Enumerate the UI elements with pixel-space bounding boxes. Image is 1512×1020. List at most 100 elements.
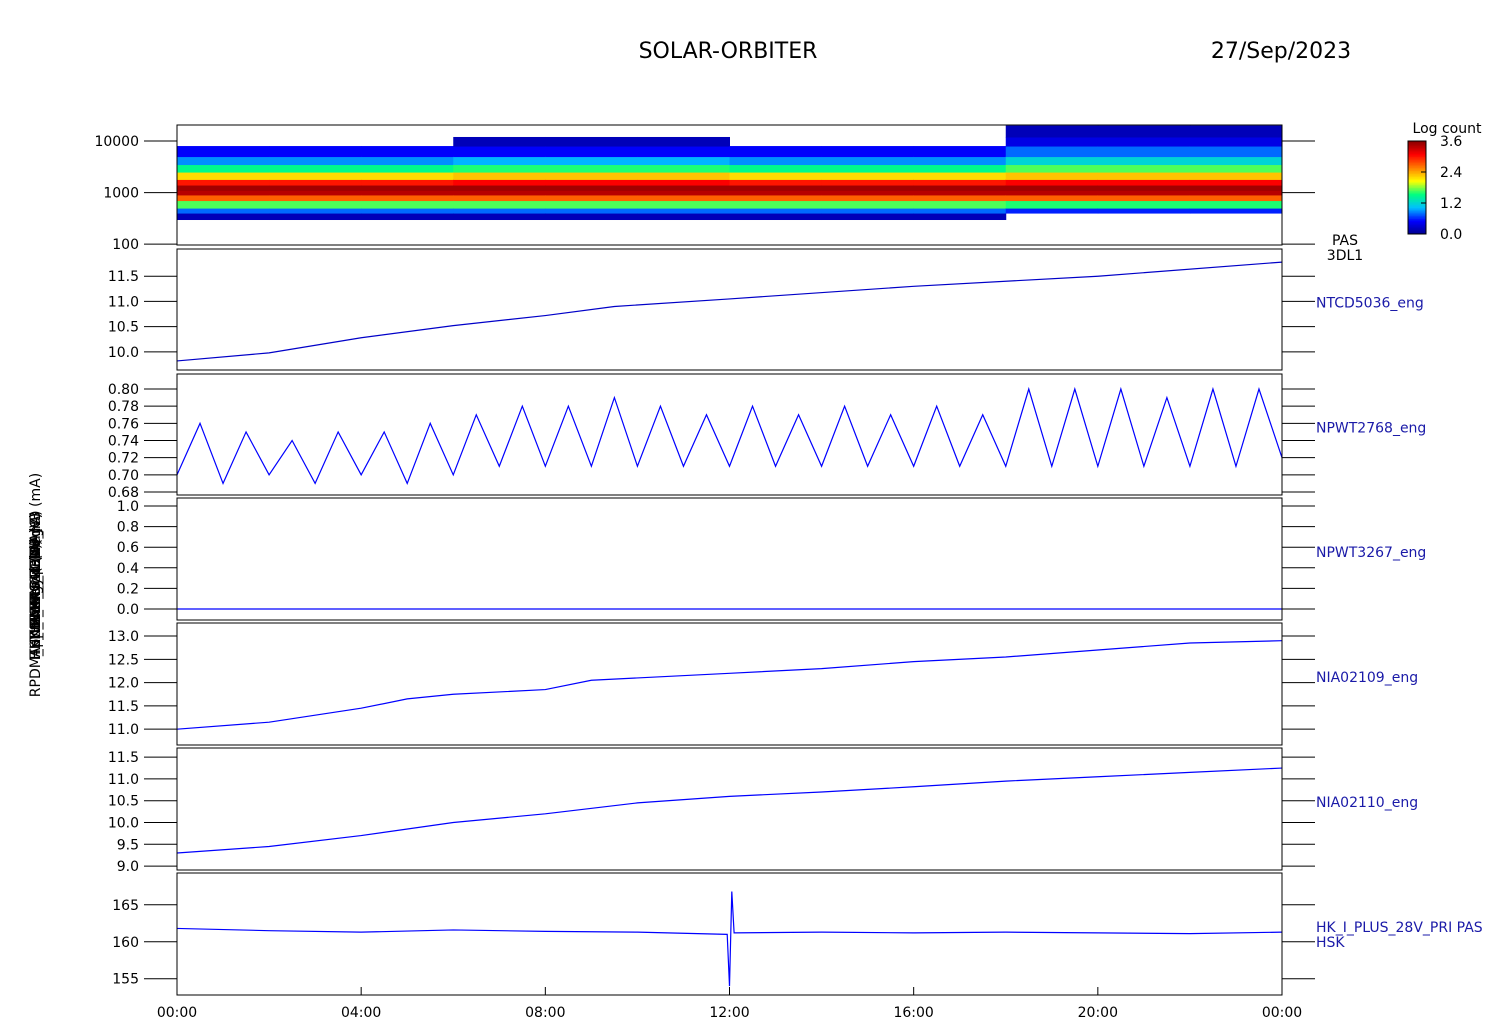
heatmap-cell <box>821 200 915 209</box>
colorbar-step <box>1408 175 1426 178</box>
heatmap-cell <box>913 146 1007 158</box>
colorbar-step <box>1408 195 1426 198</box>
heatmap-cell <box>729 156 823 166</box>
colorbar-step <box>1408 162 1426 165</box>
heatmap-cell <box>269 194 362 202</box>
y-tick-label: 11.0 <box>108 722 139 738</box>
heatmap-cell <box>637 156 730 166</box>
panel-label: NPWT2768_eng <box>1316 421 1426 437</box>
heatmap-cell <box>821 179 915 186</box>
heatmap-cell <box>269 190 362 196</box>
heatmap-cell <box>453 164 546 173</box>
heatmap-cell <box>729 172 823 180</box>
heatmap-cell <box>729 213 823 221</box>
heatmap-cell <box>729 200 823 209</box>
heatmap-cell <box>545 156 638 166</box>
colorbar-step <box>1408 204 1426 207</box>
y-axis-label: SWA_CAL (V) <box>28 540 44 631</box>
heatmap-cell <box>453 185 546 191</box>
y-tick-label: 11.5 <box>108 750 139 766</box>
heatmap-cell <box>1097 200 1191 209</box>
heatmap-cell <box>269 172 362 180</box>
heatmap-cell <box>545 185 638 191</box>
colorbar-step <box>1408 167 1426 170</box>
panel-frame <box>176 497 1283 621</box>
heatmap-cell <box>1097 194 1191 202</box>
y-tick-label: 9.0 <box>117 859 139 875</box>
heatmap-cell <box>1189 200 1283 209</box>
colorbar-step <box>1408 221 1426 224</box>
heatmap-cell <box>1005 179 1099 186</box>
colorbar-step <box>1408 148 1426 151</box>
heatmap-cell <box>821 213 915 221</box>
colorbar-step <box>1408 153 1426 156</box>
y-tick-label: 10.5 <box>108 794 139 810</box>
colorbar-step <box>1408 213 1426 216</box>
colorbar-step <box>1408 144 1426 147</box>
heatmap-cell <box>821 164 915 173</box>
heatmap-cell <box>177 185 270 191</box>
heatmap-cell <box>913 164 1007 173</box>
colorbar-step <box>1408 207 1426 210</box>
heatmap-cell <box>637 194 730 202</box>
heatmap-cell <box>729 194 823 202</box>
panel-label: NPWT3267_eng <box>1316 545 1426 561</box>
colorbar-step <box>1408 199 1426 202</box>
colorbar-title: Log count <box>1413 121 1482 137</box>
heatmap-cell <box>361 185 454 191</box>
heatmap-cell <box>177 146 270 158</box>
y-axis-label: Approx Temp (DegC) <box>28 513 44 657</box>
heatmap-cell <box>269 185 362 191</box>
heatmap-cell <box>1097 208 1191 214</box>
y-tick-label: 0.6 <box>117 540 139 556</box>
colorbar-frame <box>1407 140 1427 235</box>
y-tick-label: 11.0 <box>108 772 139 788</box>
y-tick-label: 0.8 <box>117 520 139 536</box>
heatmap-cell <box>1189 172 1283 180</box>
colorbar-step <box>1408 229 1426 232</box>
colorbar-step <box>1408 181 1426 184</box>
colorbar-step <box>1408 185 1426 188</box>
heatmap-cell <box>1005 146 1099 158</box>
heatmap-cell <box>1005 125 1099 138</box>
heatmap-cell <box>453 213 546 221</box>
heatmap-cell <box>545 208 638 214</box>
heatmap-cell <box>913 172 1007 180</box>
heatmap-cell <box>729 208 823 214</box>
colorbar-step <box>1408 172 1426 175</box>
colorbar-step <box>1408 170 1426 173</box>
colorbar-step <box>1408 154 1426 157</box>
y-tick-label: 11.5 <box>108 269 139 285</box>
heatmap-cell <box>269 208 362 214</box>
heatmap-cell <box>177 156 270 166</box>
x-tick-label: 00:00 <box>157 1005 197 1020</box>
heatmap-cell <box>361 172 454 180</box>
heatmap-cell <box>361 213 454 221</box>
heatmap-cell <box>361 164 454 173</box>
colorbar-step <box>1408 161 1426 164</box>
line-series <box>176 261 1283 362</box>
colorbar-step <box>1408 178 1426 181</box>
heatmap-cell <box>177 179 270 186</box>
colorbar-step <box>1408 156 1426 159</box>
heatmap-cell <box>453 136 546 147</box>
heatmap-cell <box>913 208 1007 214</box>
colorbar-step <box>1408 203 1426 206</box>
colorbar-step <box>1408 212 1426 215</box>
y-tick-label: 11.5 <box>108 699 139 715</box>
colorbar-step <box>1408 193 1426 196</box>
heatmap-cell <box>729 164 823 173</box>
x-tick-label: 04:00 <box>341 1005 381 1020</box>
heatmap-cell <box>637 179 730 186</box>
heatmap-cell <box>821 185 915 191</box>
heatmap-cell <box>1097 136 1191 147</box>
heatmap-cell <box>177 164 270 173</box>
heatmap-cell <box>545 213 638 221</box>
colorbar-step <box>1408 176 1426 179</box>
heatmap-cell <box>177 194 270 202</box>
heatmap-cell <box>913 200 1007 209</box>
heatmap-cell <box>453 156 546 166</box>
heatmap-cell <box>545 146 638 158</box>
heatmap-cell <box>1189 164 1283 173</box>
